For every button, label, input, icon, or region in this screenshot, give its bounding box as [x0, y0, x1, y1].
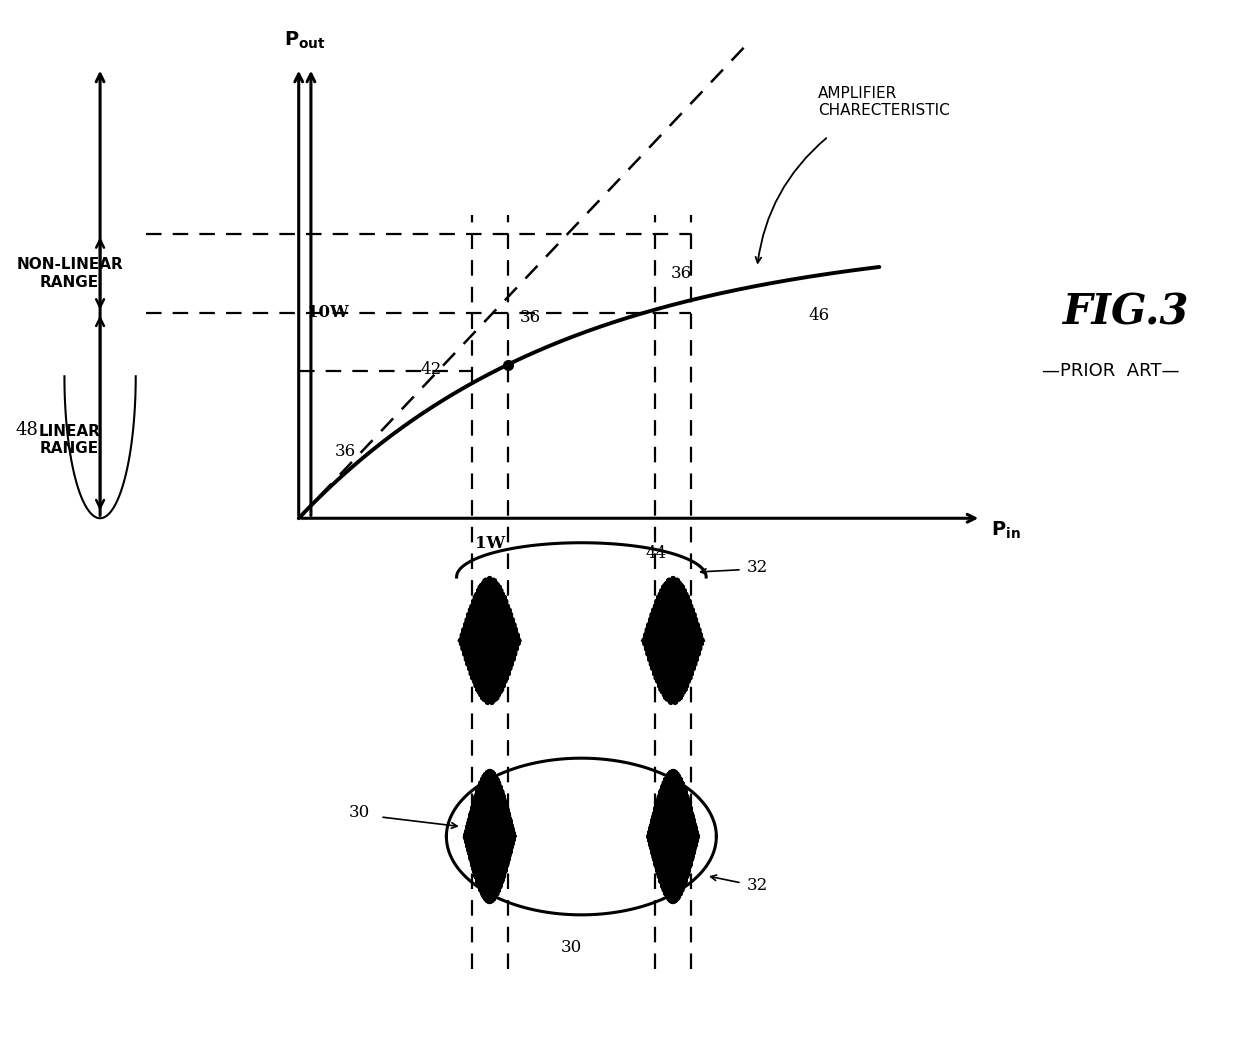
Text: 30: 30	[348, 803, 370, 820]
Text: 30: 30	[560, 939, 582, 956]
Text: 32: 32	[746, 559, 768, 576]
Text: 32: 32	[746, 877, 768, 894]
Text: 36: 36	[671, 265, 692, 282]
Text: 46: 46	[808, 307, 830, 324]
Text: —PRIOR  ART—: —PRIOR ART—	[1043, 363, 1179, 381]
Text: AMPLIFIER
CHARECTERISTIC: AMPLIFIER CHARECTERISTIC	[818, 86, 950, 118]
Text: 36: 36	[335, 442, 356, 459]
Text: 1W: 1W	[475, 536, 505, 553]
Text: 44: 44	[645, 545, 666, 562]
Text: LINEAR
RANGE: LINEAR RANGE	[38, 424, 100, 456]
Text: NON-LINEAR
RANGE: NON-LINEAR RANGE	[16, 257, 123, 290]
Text: $\mathbf{P_{in}}$: $\mathbf{P_{in}}$	[991, 520, 1022, 541]
Text: 10W: 10W	[306, 305, 348, 321]
Text: FIG.3: FIG.3	[1063, 292, 1189, 333]
Text: 42: 42	[420, 361, 441, 378]
Text: 36: 36	[520, 309, 541, 326]
Text: $\mathbf{P_{out}}$: $\mathbf{P_{out}}$	[284, 30, 326, 51]
Text: 48: 48	[16, 421, 38, 439]
